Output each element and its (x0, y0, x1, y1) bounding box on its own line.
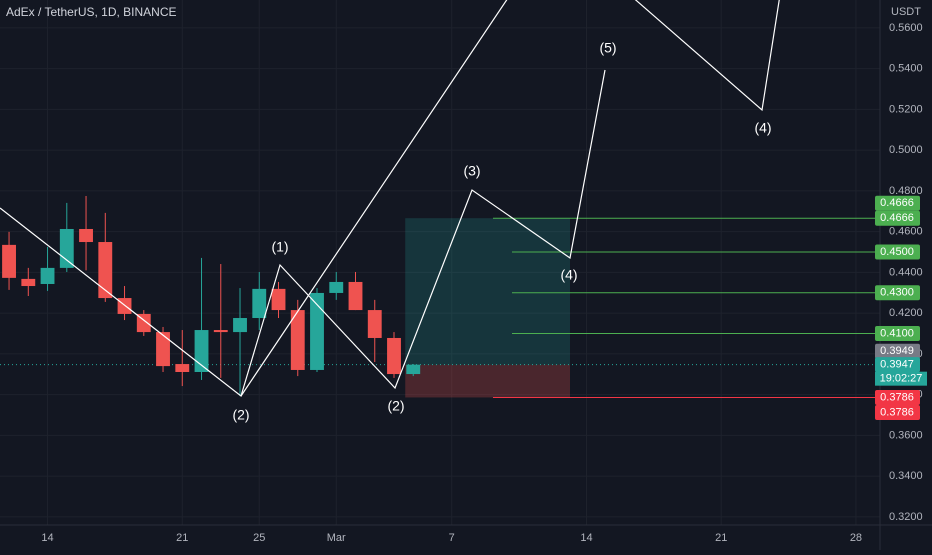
candle-body (233, 318, 247, 333)
y-tick-label: 0.4600 (889, 226, 923, 238)
candle-body (387, 337, 401, 375)
price-label-box (875, 357, 920, 373)
overlay: (2) (1) (2) (3) (4) (5) (4) (232, 40, 771, 423)
y-tick-label: 0.4800 (889, 185, 923, 197)
price-label-box (875, 325, 920, 341)
y-tick-label: 0.3400 (889, 470, 923, 482)
y-tick-label: 0.5400 (889, 63, 923, 75)
x-tick-label: Mar (327, 532, 346, 544)
candles (2, 195, 421, 397)
candle-body (290, 310, 305, 370)
candle-body (175, 364, 190, 373)
candle-body (367, 310, 382, 338)
price-label-box (875, 404, 920, 420)
price-label: 0.4300 (880, 287, 914, 299)
price-label-box (875, 210, 920, 226)
price-label-box (875, 195, 920, 211)
y-tick-label: 0.3200 (889, 511, 923, 523)
candle-body (310, 292, 324, 370)
countdown-box (875, 371, 927, 386)
price-label: 0.4666 (880, 212, 914, 224)
price-label-box (875, 343, 920, 359)
candle-body (156, 332, 170, 367)
x-tick-label: 25 (253, 532, 265, 544)
candle-body (2, 244, 16, 278)
y-tick-label: 0.4200 (889, 307, 923, 319)
candle-body (79, 228, 93, 243)
candle-body (348, 281, 363, 311)
wave-label: (5) (599, 40, 616, 56)
loss-zone (405, 364, 570, 398)
wave-label: (2) (387, 398, 404, 414)
candle-body (406, 364, 421, 375)
x-tick-label: 14 (41, 532, 53, 544)
wave-label: (1) (271, 239, 288, 255)
wave-line (634, 0, 780, 112)
wave-label: (4) (560, 267, 577, 283)
candle-body (136, 313, 151, 333)
price-label: 0.4500 (880, 246, 914, 258)
price-label-box (875, 285, 920, 301)
candle-body (213, 330, 228, 333)
countdown: 19:02:27 (880, 373, 923, 385)
x-tick-label: 21 (176, 532, 188, 544)
wave-label: (3) (463, 163, 480, 179)
candle-body (21, 278, 36, 287)
grid (0, 0, 880, 525)
y-tick-label: 0.5600 (889, 22, 923, 34)
price-label: 0.3786 (880, 391, 914, 403)
axes: 0.5600 0.5400 0.5200 0.5000 0.4800 0.4600 0.44… (41, 22, 927, 544)
candle-body (98, 242, 113, 299)
y-tick-label: 0.4400 (889, 266, 923, 278)
wave-label: (4) (754, 120, 771, 136)
candle-body (40, 267, 55, 284)
x-tick-label: 21 (715, 532, 727, 544)
y-tick-label: 0.3600 (889, 429, 923, 441)
candle-body (252, 288, 267, 319)
x-tick-label: 28 (850, 532, 862, 544)
x-tick-label: 14 (580, 532, 592, 544)
price-label: 0.3949 (880, 345, 914, 357)
price-label: 0.4100 (880, 327, 914, 339)
chart-title: AdEx / TetherUS, 1D, BINANCE (6, 5, 177, 19)
price-label: 0.4666 (880, 197, 914, 209)
candle-body (194, 330, 209, 373)
wave-line (240, 0, 508, 397)
candle-body (271, 288, 286, 311)
price-axis (880, 0, 932, 550)
candle-body (59, 228, 74, 268)
x-tick-label: 7 (449, 532, 455, 544)
price-label-box (875, 389, 920, 405)
candle-body (329, 281, 344, 293)
wave-lines (0, 0, 780, 398)
wave-label: (2) (232, 407, 249, 423)
price-label: 0.3786 (880, 406, 914, 418)
y-tick-label: 0.5000 (889, 144, 923, 156)
candle-body (117, 298, 132, 314)
price-label: 0.3947 (880, 359, 914, 371)
price-label-box (875, 244, 920, 260)
y-tick-label: 0.5200 (889, 103, 923, 115)
currency-label: USDT (891, 6, 921, 18)
